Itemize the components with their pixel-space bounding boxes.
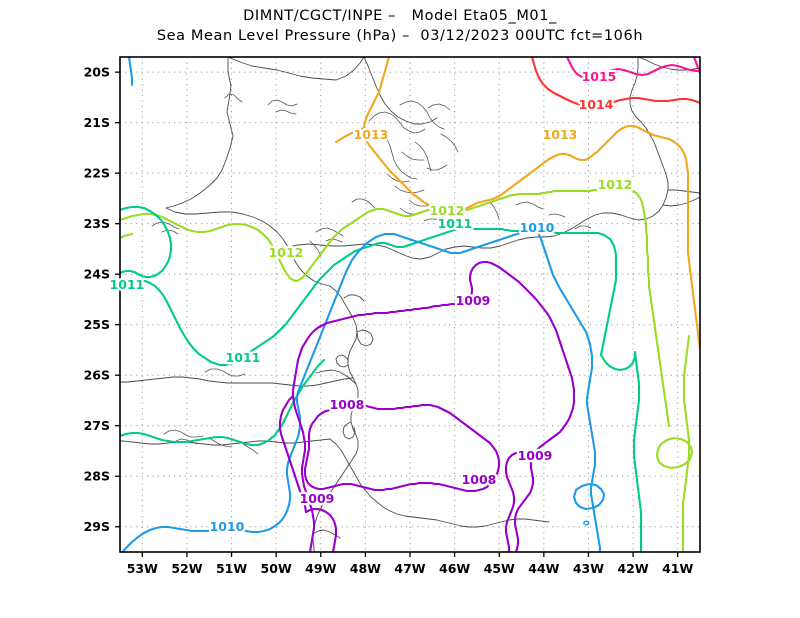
y-tick-label-28S: 28S [84,469,110,484]
contour-label-halo-1009-13: 1009 [518,448,553,463]
y-tick-label-29S: 29S [84,519,110,534]
contour-label-halo-1015-0: 1015 [582,69,617,84]
x-tick-label-50W: 50W [261,561,292,576]
contour-1015 [565,57,700,80]
contour-label-halo-1012-4: 1012 [598,177,633,192]
contour-label-1008-12: 1008 [330,397,365,412]
contour-label-1010-16: 1010 [210,519,245,534]
contour-label-1010-7: 1010 [520,220,555,235]
contour-label-halo-1013-3: 1013 [543,127,578,142]
contour-label-halo-1008-14: 1008 [462,472,497,487]
chart-title-line-2: Sea Mean Level Pressure (hPa) – 03/12/20… [156,28,644,44]
contour-label-1013-3: 1013 [543,127,578,142]
contour-1010 [121,57,606,552]
contour-label-1008-14: 1008 [462,472,497,487]
contour-label-1012-8: 1012 [269,245,304,260]
axis-tick-marks [115,71,679,557]
y-tick-label-21S: 21S [84,115,110,130]
y-tick-label-22S: 22S [84,166,110,181]
y-tick-label-26S: 26S [84,368,110,383]
y-tick-label-20S: 20S [84,65,110,80]
y-tick-label-27S: 27S [84,418,110,433]
contour-label-halo-1011-11: 1011 [226,350,261,365]
x-tick-label-43W: 43W [573,561,604,576]
contour-label-halo-1010-16: 1010 [210,519,245,534]
contour-label-halo-1008-12: 1008 [330,397,365,412]
contour-lines-layer [120,57,700,552]
contour-label-halo-1014-1: 1014 [579,97,614,112]
x-tick-label-47W: 47W [394,561,425,576]
contour-1014 [530,57,700,109]
x-axis-tick-labels: 53W 52W 51W 50W 49W 48W 47W 46W 45W 44W 43W 42W 41W [127,561,694,576]
contour-label-halo-1011-9: 1011 [110,277,145,292]
plot-background [120,57,700,552]
geography-layer [120,57,700,552]
x-tick-label-51W: 51W [216,561,247,576]
contour-label-1011-11: 1011 [226,350,261,365]
contour-label-halo-1012-8: 1012 [269,245,304,260]
x-tick-label-49W: 49W [305,561,336,576]
y-tick-label-25S: 25S [84,317,110,332]
contour-1008 [303,401,501,493]
contour-label-halo-1013-2: 1013 [354,127,389,142]
y-tick-label-24S: 24S [84,267,110,282]
contour-label-1015-0: 1015 [582,69,617,84]
contour-label-halo-1011-6: 1011 [438,216,473,231]
contour-label-1013-2: 1013 [354,127,389,142]
contour-label-halo-1009-10: 1009 [456,293,491,308]
contour-label-1009-10: 1009 [456,293,491,308]
contour-label-1011-6: 1011 [438,216,473,231]
contour-label-1011-9: 1011 [110,277,145,292]
x-tick-label-41W: 41W [662,561,693,576]
contour-label-halo-1010-7: 1010 [520,220,555,235]
chart-title-line-1: DIMNT/CGCT/INPE – Model Eta05_M01_ [243,8,557,24]
y-axis-tick-labels: 20S 21S 22S 23S 24S 25S 26S 27S 28S 29S [84,65,110,535]
x-tick-label-53W: 53W [127,561,158,576]
contour-label-1012-4: 1012 [598,177,633,192]
contour-label-1014-1: 1014 [579,97,614,112]
contour-label-1009-15: 1009 [300,491,335,506]
contour-1011 [120,205,643,552]
x-tick-label-45W: 45W [484,561,515,576]
contour-label-1012-5: 1012 [430,203,465,218]
contour-label-halo-1009-15: 1009 [300,491,335,506]
contour-1009 [278,260,576,552]
x-tick-label-52W: 52W [171,561,202,576]
chart-title-block: DIMNT/CGCT/INPE – Model Eta05_M01_ Sea M… [0,6,800,46]
contour-1013 [334,57,700,351]
contour-label-halo-1012-5: 1012 [430,203,465,218]
x-tick-label-48W: 48W [350,561,381,576]
contour-1012 [120,184,694,552]
x-tick-label-44W: 44W [528,561,559,576]
x-tick-label-46W: 46W [439,561,470,576]
x-tick-label-42W: 42W [617,561,648,576]
contour-label-1009-13: 1009 [518,448,553,463]
y-tick-label-23S: 23S [84,216,110,231]
